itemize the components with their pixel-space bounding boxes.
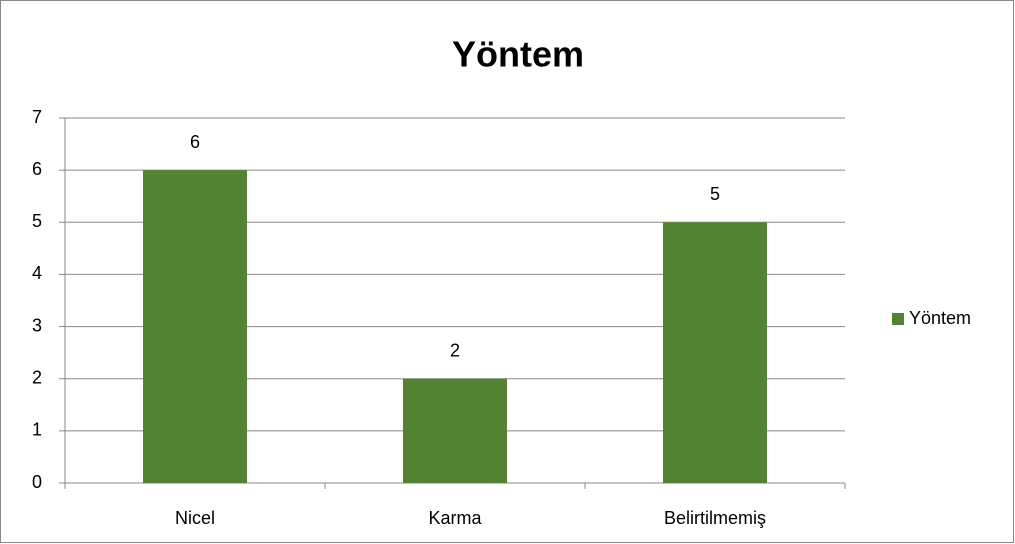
legend-swatch bbox=[892, 313, 904, 325]
y-tick-label: 3 bbox=[32, 315, 42, 335]
y-tick-label: 2 bbox=[32, 367, 42, 387]
bar bbox=[663, 222, 767, 484]
chart-title: Yöntem bbox=[452, 34, 584, 75]
y-tick-label: 1 bbox=[32, 420, 42, 440]
y-tick-label: 0 bbox=[32, 472, 42, 492]
data-label: 5 bbox=[710, 184, 720, 204]
x-tick-label: Belirtilmemiş bbox=[664, 508, 766, 528]
bar bbox=[403, 378, 507, 483]
data-label: 2 bbox=[450, 340, 460, 360]
y-tick-label: 4 bbox=[32, 263, 42, 283]
x-tick-label: Karma bbox=[428, 508, 482, 528]
x-tick-label: Nicel bbox=[175, 508, 215, 528]
y-tick-label: 5 bbox=[32, 211, 42, 231]
data-label: 6 bbox=[190, 132, 200, 152]
y-tick-label: 7 bbox=[32, 107, 42, 127]
legend-label: Yöntem bbox=[909, 308, 971, 328]
y-tick-label: 6 bbox=[32, 159, 42, 179]
bar bbox=[143, 170, 247, 483]
